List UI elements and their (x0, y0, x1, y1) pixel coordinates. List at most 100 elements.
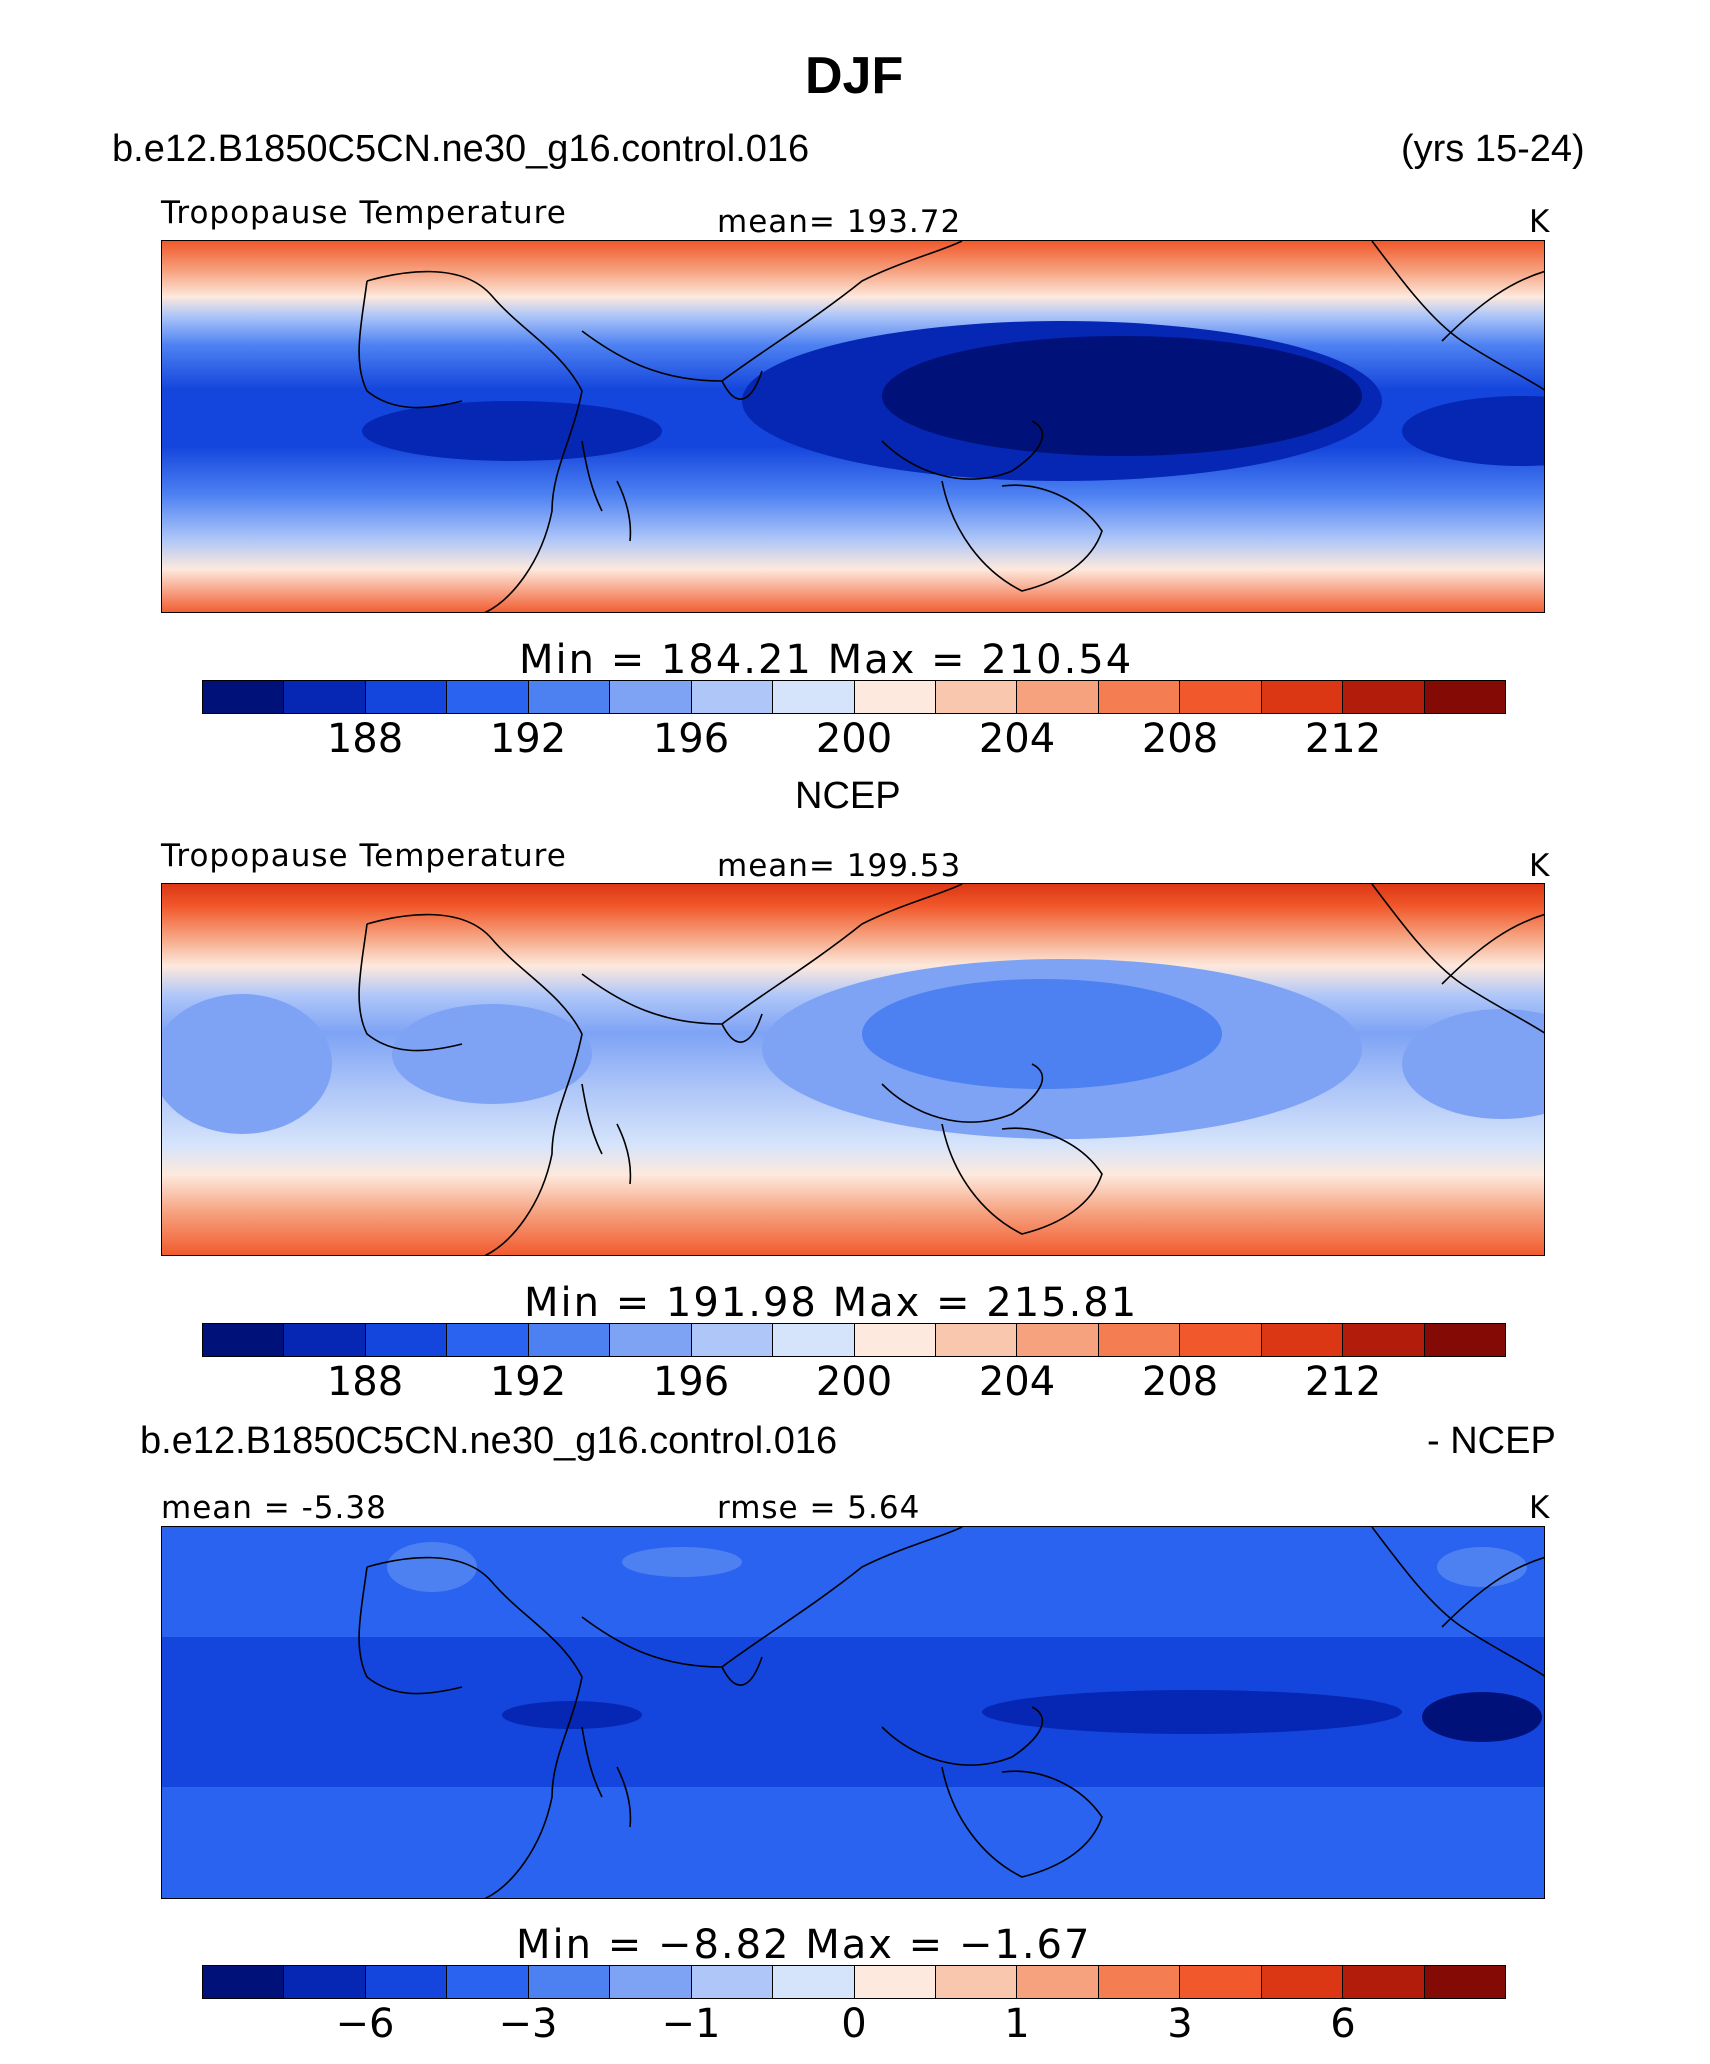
panel1-colorbar-ticks: 188 192 196 200 204 208 212 (0, 716, 1710, 766)
colorbar-swatch (528, 681, 611, 713)
colorbar-tick-label: −6 (335, 2001, 395, 2047)
panel1-coldest-core (882, 336, 1362, 456)
colorbar-swatch (365, 1966, 448, 1998)
panel2-warm-pool-core (862, 979, 1222, 1089)
panel3-pacific-core (982, 1690, 1402, 1734)
colorbar-swatch (773, 1324, 855, 1356)
panel3-mean: mean = -5.38 (161, 1490, 387, 1526)
colorbar-tick-label: 6 (1330, 2001, 1356, 2047)
colorbar-tick-label: 196 (652, 1359, 730, 1405)
colorbar-swatch (1017, 681, 1099, 713)
colorbar-tick-label: 196 (652, 716, 730, 762)
colorbar-swatch (365, 681, 448, 713)
colorbar-swatch (1343, 1966, 1425, 1998)
colorbar-swatch (1261, 1324, 1344, 1356)
colorbar-tick-label: 192 (489, 1359, 567, 1405)
colorbar-swatch (1098, 681, 1181, 713)
colorbar-swatch (203, 681, 285, 713)
colorbar-swatch (935, 1966, 1018, 1998)
colorbar-swatch (691, 1966, 774, 1998)
colorbar-swatch (1180, 1324, 1262, 1356)
colorbar-swatch (773, 1966, 855, 1998)
colorbar-swatch (691, 681, 774, 713)
panel3-warm-spot-1 (387, 1542, 477, 1592)
figure-title: DJF (805, 47, 904, 105)
colorbar-tick-label: −3 (498, 2001, 558, 2047)
colorbar-tick-label: 188 (326, 1359, 404, 1405)
panel1-mean: mean= 193.72 (717, 204, 962, 240)
colorbar-swatch (854, 1966, 936, 1998)
colorbar-swatch (1343, 681, 1425, 713)
panel2-coastlines (358, 884, 1544, 1255)
colorbar-tick-label: 1 (1004, 2001, 1030, 2047)
panel3-colorbar-ticks: −6 −3 −1 0 1 3 6 (0, 2001, 1710, 2051)
colorbar-swatch (1343, 1324, 1425, 1356)
panel3-minmax: Min = −8.82 Max = −1.67 (516, 1922, 1092, 1968)
colorbar-tick-label: 3 (1167, 2001, 1193, 2047)
colorbar-swatch (528, 1966, 611, 1998)
colorbar-tick-label: 0 (841, 2001, 867, 2047)
colorbar-tick-label: 200 (815, 1359, 893, 1405)
colorbar-swatch (365, 1324, 448, 1356)
colorbar-tick-label: 188 (326, 716, 404, 762)
colorbar-swatch (1098, 1324, 1181, 1356)
colorbar-tick-label: 204 (978, 1359, 1056, 1405)
panel1-coastlines (358, 241, 1544, 612)
panel1-variable: Tropopause Temperature (161, 195, 567, 231)
colorbar-swatch (1424, 681, 1505, 713)
panel3-units: K (1529, 1490, 1551, 1526)
colorbar-swatch (610, 681, 692, 713)
colorbar-swatch (1261, 1966, 1344, 1998)
colorbar-swatch (203, 1966, 285, 1998)
colorbar-tick-label: 212 (1304, 1359, 1382, 1405)
colorbar-swatch (691, 1324, 774, 1356)
panel2-units: K (1529, 848, 1551, 884)
colorbar-tick-label: 192 (489, 716, 567, 762)
years-label: (yrs 15-24) (1401, 128, 1585, 170)
colorbar-swatch (203, 1324, 285, 1356)
colorbar-swatch (935, 1324, 1018, 1356)
colorbar-tick-label: −1 (661, 2001, 721, 2047)
panel2-colorbar-ticks: 188 192 196 200 204 208 212 (0, 1359, 1710, 1409)
panel2-map (161, 883, 1545, 1256)
colorbar-swatch (1424, 1966, 1505, 1998)
panel3-map (161, 1526, 1545, 1899)
panel2-variable: Tropopause Temperature (161, 838, 567, 874)
colorbar-swatch (284, 1324, 366, 1356)
colorbar-tick-label: 208 (1141, 716, 1219, 762)
panel2-colorbar (202, 1323, 1506, 1357)
panel2-mean: mean= 199.53 (717, 848, 962, 884)
colorbar-swatch (284, 1966, 366, 1998)
colorbar-swatch (854, 681, 936, 713)
colorbar-swatch (854, 1324, 936, 1356)
colorbar-swatch (773, 681, 855, 713)
panel2-southamerica-core (162, 994, 332, 1134)
colorbar-swatch (528, 1324, 611, 1356)
panel3-subtitle-left: b.e12.B1850C5CN.ne30_g16.control.016 (140, 1420, 838, 1462)
colorbar-swatch (1424, 1324, 1505, 1356)
colorbar-swatch (447, 681, 529, 713)
panel3-coastlines (358, 1527, 1544, 1898)
colorbar-tick-label: 204 (978, 716, 1056, 762)
panel3-warm-spot-2 (622, 1547, 742, 1577)
colorbar-swatch (610, 1324, 692, 1356)
panel1-colorbar (202, 680, 1506, 714)
panel2-americas-core (1402, 1009, 1544, 1119)
panel3-colorbar (202, 1965, 1506, 1999)
colorbar-swatch (1017, 1966, 1099, 1998)
panel1-africa-core (362, 401, 662, 461)
colorbar-swatch (447, 1324, 529, 1356)
panel2-africa-core (392, 1004, 592, 1104)
colorbar-swatch (610, 1966, 692, 1998)
panel3-rmse: rmse = 5.64 (717, 1490, 921, 1526)
colorbar-tick-label: 200 (815, 716, 893, 762)
colorbar-swatch (935, 681, 1018, 713)
panel3-warm-spot-3 (1437, 1547, 1527, 1587)
panel3-americas-core (1422, 1692, 1542, 1742)
panel1-minmax: Min = 184.21 Max = 210.54 (519, 637, 1134, 683)
panel3-subtitle-right: - NCEP (1427, 1420, 1556, 1462)
colorbar-swatch (1180, 681, 1262, 713)
colorbar-swatch (1098, 1966, 1181, 1998)
panel1-map (161, 240, 1545, 613)
colorbar-swatch (447, 1966, 529, 1998)
